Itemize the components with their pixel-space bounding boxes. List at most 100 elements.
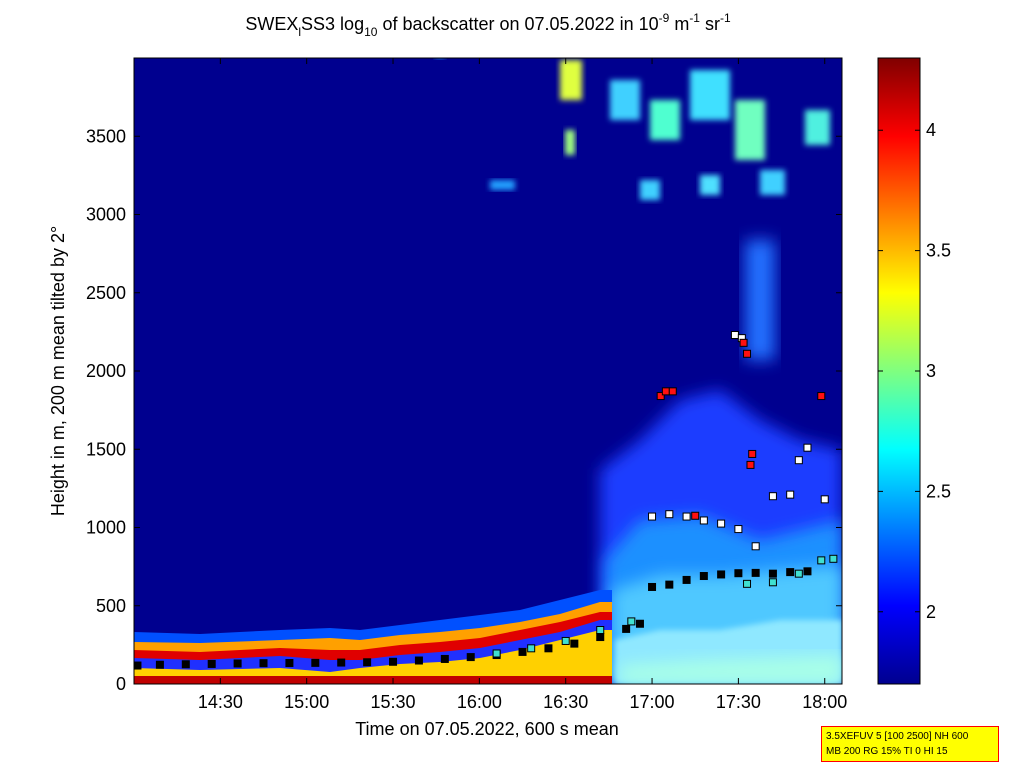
y-tick-label: 500 [96,596,126,616]
black-square-marker [518,647,527,656]
x-tick-label: 17:00 [630,692,675,712]
cyan-square-marker [768,578,777,587]
y-tick-label: 3000 [86,205,126,225]
colorbar-tick-label: 4 [926,120,936,140]
x-tick-label: 14:30 [198,692,243,712]
colorbar-tick-label: 2.5 [926,481,951,501]
black-square-marker [414,656,423,665]
red-square-marker [746,460,755,469]
black-square-marker [181,660,190,669]
white-square-marker [682,512,691,521]
black-square-marker [440,654,449,663]
white-square-marker [768,492,777,501]
red-square-marker [668,387,677,396]
x-tick-label: 16:00 [457,692,502,712]
black-square-marker [622,624,631,633]
surface-layer [134,590,612,684]
cyan-square-marker [743,579,752,588]
settings-annotation-box: 3.5XEFUV 5 [100 2500] NH 600 MB 200 RG 1… [821,726,999,762]
black-square-marker [134,661,142,670]
black-square-marker [734,569,743,578]
black-square-marker [389,657,398,666]
x-tick-label: 16:30 [543,692,588,712]
black-square-marker [285,659,294,668]
black-square-marker [311,658,320,667]
y-tick-label: 2500 [86,283,126,303]
cyan-square-marker [829,554,838,563]
black-square-marker [207,659,216,668]
chart-title: SWEXlSS3 log10 of backscatter on 07.05.2… [245,11,731,39]
black-square-marker [466,653,475,662]
white-square-marker [699,516,708,525]
white-square-marker [820,495,829,504]
white-square-marker [803,443,812,452]
boundary-layer-field [600,390,842,684]
black-square-marker [363,658,372,667]
red-square-marker [656,392,665,401]
black-square-marker [768,569,777,578]
white-square-marker [717,519,726,528]
colorbar-tick-label: 3 [926,361,936,381]
white-square-marker [751,542,760,551]
red-square-marker [743,349,752,358]
white-square-marker [786,490,795,499]
black-square-marker [665,580,674,589]
black-square-marker [155,660,164,669]
x-axis-label: Time on 07.05.2022, 600 s mean [355,719,619,739]
black-square-marker [337,658,346,667]
x-tick-label: 15:30 [371,692,416,712]
cyan-square-marker [817,556,826,565]
colorbar: 2 2.5 3 3.5 4 [877,57,951,685]
white-square-marker [734,525,743,534]
white-square-marker [648,512,657,521]
white-square-marker [794,456,803,465]
black-square-marker [751,568,760,577]
black-square-marker [648,582,657,591]
colorbar-ticks: 2 2.5 3 3.5 4 [878,120,951,622]
settings-line-2: MB 200 RG 15% TI 0 HI 15 [826,746,948,757]
cyan-square-marker [596,626,605,635]
marker-layer [134,331,838,670]
upper-plumes [490,60,830,360]
red-square-marker [817,392,826,401]
black-square-marker [717,570,726,579]
red-square-marker [748,449,757,458]
red-square-marker [691,511,700,520]
red-square-marker [739,338,748,347]
black-square-marker [233,659,242,668]
white-square-marker [665,510,674,519]
cyan-square-marker [527,644,536,653]
black-square-marker [259,659,268,668]
x-tick-label: 18:00 [802,692,847,712]
x-tick-label: 17:30 [716,692,761,712]
cyan-square-marker [627,617,636,626]
colorbar-tick-label: 3.5 [926,241,951,261]
black-square-marker [682,575,691,584]
colorbar-tick-label: 2 [926,602,936,622]
heatmap-plot [134,58,842,684]
cyan-square-marker [794,569,803,578]
y-axis: 0 500 1000 1500 2000 2500 3000 3500 [86,126,842,694]
colorbar-gradient [877,57,921,685]
black-square-marker [544,644,553,653]
y-tick-label: 0 [116,674,126,694]
y-tick-label: 2000 [86,361,126,381]
y-axis-label: Height in m, 200 m mean tilted by 2° [48,226,68,516]
black-square-marker [635,619,644,628]
x-tick-label: 15:00 [284,692,329,712]
black-square-marker [699,572,708,581]
red-square-marker [661,387,670,396]
y-tick-label: 1000 [86,518,126,538]
x-axis: 14:30 15:00 15:30 16:00 16:30 17:00 17:30 18:00 [198,58,847,712]
white-square-marker [730,331,739,340]
cyan-square-marker [561,636,570,645]
cyan-square-marker [492,649,501,658]
settings-line-1: 3.5XEFUV 5 [100 2500] NH 600 [826,731,969,742]
black-square-marker [786,568,795,577]
black-square-marker [596,633,605,642]
black-square-marker [570,639,579,648]
black-square-marker [803,567,812,576]
y-tick-label: 1500 [86,439,126,459]
y-tick-label: 3500 [86,126,126,146]
